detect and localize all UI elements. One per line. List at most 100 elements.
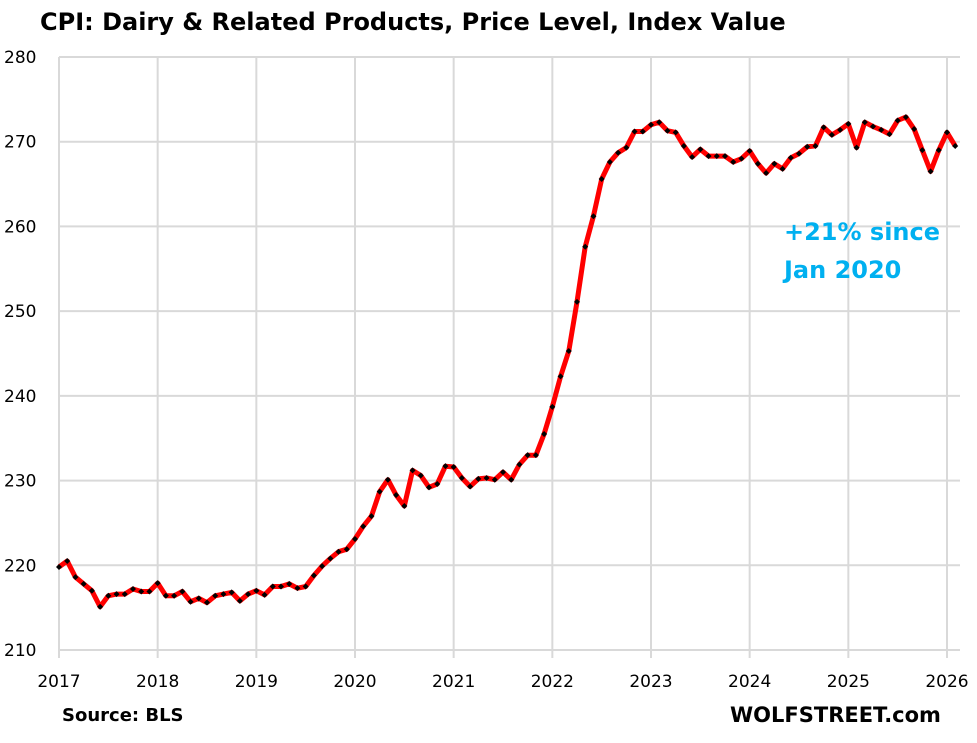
source-label: Source: BLS	[62, 705, 184, 726]
data-point-marker	[631, 128, 638, 135]
data-point-marker	[417, 472, 424, 479]
data-point-marker	[713, 153, 720, 160]
data-point-marker	[845, 120, 852, 127]
data-point-marker	[771, 160, 778, 167]
data-point-marker	[944, 129, 950, 136]
y-tick-label: 250	[4, 302, 36, 322]
y-tick-label: 280	[4, 48, 36, 68]
data-point-marker	[878, 126, 885, 133]
data-point-marker	[261, 591, 268, 598]
data-point-marker	[935, 147, 942, 154]
data-point-marker	[861, 119, 868, 126]
data-point-marker	[812, 142, 819, 149]
data-point-marker	[450, 464, 457, 471]
data-point-marker	[138, 588, 145, 595]
data-point-marker	[368, 513, 375, 520]
data-point-marker	[763, 170, 770, 177]
data-point-marker	[524, 452, 531, 459]
data-point-marker	[894, 117, 901, 124]
data-point-marker	[376, 488, 383, 495]
data-point-marker	[327, 555, 334, 562]
data-point-marker	[680, 142, 687, 149]
data-point-marker	[615, 149, 622, 156]
x-tick-label: 2023	[629, 672, 672, 692]
data-point-marker	[286, 580, 293, 587]
data-point-marker	[738, 155, 745, 162]
data-point-marker	[179, 588, 186, 595]
data-point-marker	[787, 154, 794, 161]
data-point-marker	[853, 144, 860, 151]
data-point-marker	[302, 583, 309, 590]
y-tick-label: 210	[4, 641, 36, 661]
data-point-marker	[870, 123, 876, 130]
data-point-marker	[278, 583, 284, 590]
data-point-marker	[294, 585, 301, 592]
data-point-marker	[796, 150, 802, 157]
data-point-marker	[664, 127, 671, 134]
data-point-marker	[746, 148, 753, 155]
data-point-marker	[146, 588, 153, 595]
annotation-line-1: +21% since	[784, 218, 940, 246]
data-point-marker	[598, 175, 605, 182]
data-point-marker	[154, 580, 161, 587]
data-point-marker	[689, 153, 696, 160]
data-point-marker	[828, 131, 835, 138]
x-axis-ticks: 2017 2018 2019 2020 2021 2022 2023 2024 2025 2026	[37, 672, 968, 692]
data-point-marker	[590, 213, 597, 220]
x-tick-label: 2018	[136, 672, 179, 692]
data-point-marker	[886, 131, 893, 138]
data-point-marker	[648, 121, 654, 128]
data-point-marker	[779, 165, 786, 172]
data-point-marker	[236, 597, 243, 604]
series-line	[57, 114, 958, 610]
data-point-marker	[204, 599, 210, 606]
data-point-marker	[911, 126, 918, 133]
data-point-marker	[97, 603, 104, 610]
data-point-marker	[56, 563, 62, 570]
x-tick-label: 2020	[333, 672, 376, 692]
data-point-marker	[360, 523, 367, 530]
data-point-marker	[434, 480, 441, 487]
data-point-marker	[105, 592, 112, 599]
data-point-marker	[623, 144, 630, 151]
data-point-marker	[516, 461, 523, 468]
x-tick-label: 2026	[925, 672, 968, 692]
data-point-marker	[384, 476, 391, 483]
data-point-marker	[442, 463, 449, 470]
data-point-marker	[113, 591, 120, 598]
data-point-marker	[335, 548, 342, 555]
data-point-marker	[722, 153, 728, 160]
x-tick-label: 2019	[235, 672, 278, 692]
data-point-marker	[705, 153, 712, 160]
data-point-marker	[352, 536, 358, 543]
data-point-marker	[162, 592, 169, 599]
chart-title: CPI: Dairy & Related Products, Price Lev…	[40, 8, 786, 36]
data-point-marker	[697, 146, 704, 153]
data-point-marker	[541, 430, 548, 437]
x-tick-label: 2022	[531, 672, 574, 692]
data-point-marker	[253, 587, 260, 594]
data-point-marker	[130, 586, 136, 593]
data-point-marker	[343, 546, 350, 553]
data-point-marker	[902, 114, 909, 121]
y-tick-label: 230	[4, 472, 36, 492]
x-tick-label: 2025	[827, 672, 870, 692]
data-point-marker	[220, 591, 227, 598]
watermark-label: WOLFSTREET.com	[730, 703, 941, 727]
data-point-marker	[820, 124, 827, 131]
data-point-marker	[319, 563, 326, 570]
data-point-marker	[458, 475, 465, 482]
data-point-marker	[508, 476, 515, 483]
data-point-marker	[88, 587, 95, 594]
y-tick-label: 240	[4, 387, 36, 407]
data-point-marker	[64, 558, 71, 565]
data-point-marker	[557, 373, 564, 380]
data-point-marker	[582, 243, 589, 250]
y-tick-label: 220	[4, 556, 36, 576]
data-point-marker	[754, 160, 761, 167]
data-point-marker	[195, 595, 202, 602]
data-point-marker	[212, 592, 219, 599]
y-axis-ticks: 210 220 230 240 250 260 270 280	[4, 48, 36, 661]
data-point-marker	[409, 467, 416, 474]
